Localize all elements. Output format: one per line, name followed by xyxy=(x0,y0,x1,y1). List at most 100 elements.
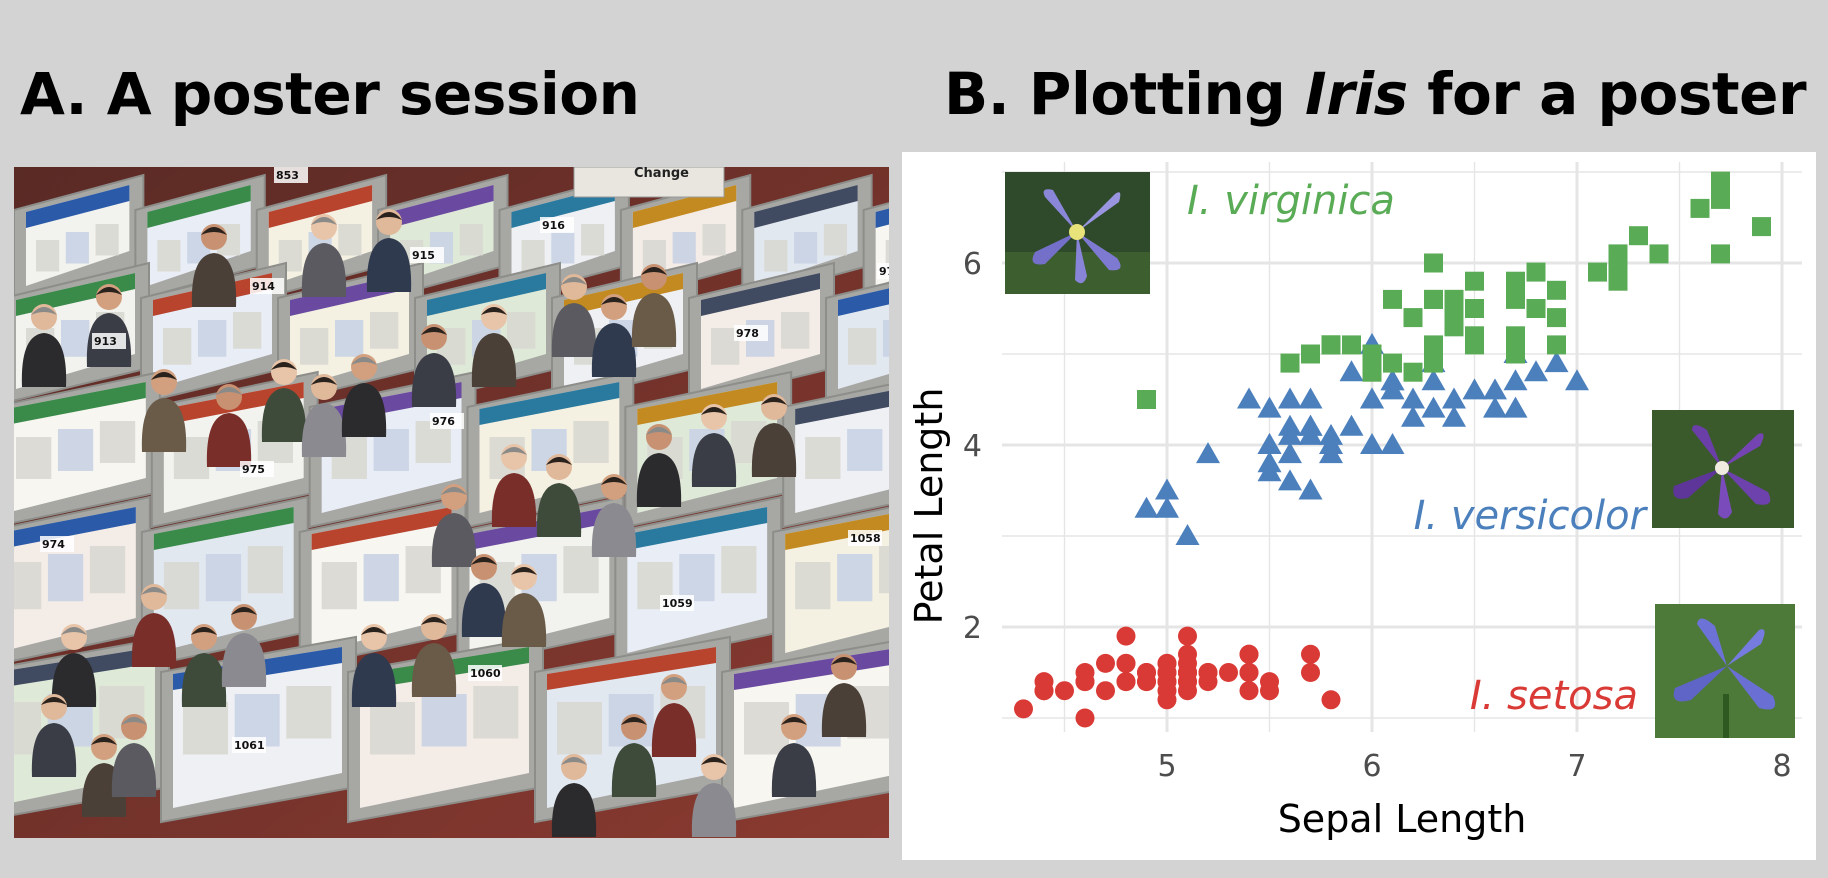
data-point xyxy=(1421,396,1446,418)
data-point xyxy=(1116,672,1136,692)
x-axis-title: Sepal Length xyxy=(1278,797,1527,841)
data-point xyxy=(1360,433,1384,454)
person xyxy=(221,604,267,687)
y-axis-ticks: 2 4 6 xyxy=(963,247,982,646)
panel-b-title-start: B. Plotting xyxy=(944,60,1306,128)
data-point xyxy=(1442,405,1466,427)
data-point xyxy=(1547,335,1566,355)
poster-session-photo: Change 853 914 915 916 913 979 978 976 975 974 105… xyxy=(14,167,889,838)
poster-board xyxy=(782,383,889,529)
person xyxy=(491,444,537,527)
data-point xyxy=(1524,360,1548,382)
data-point xyxy=(1711,189,1730,209)
person xyxy=(461,554,507,637)
y-axis-title: Petal Length xyxy=(907,388,951,625)
data-point xyxy=(1608,253,1628,273)
data-point xyxy=(1075,672,1095,692)
data-point xyxy=(1137,390,1156,409)
board-number: 1061 xyxy=(234,739,265,752)
data-point xyxy=(1424,289,1443,309)
data-point xyxy=(1444,317,1464,337)
person xyxy=(31,694,77,777)
data-point xyxy=(1424,253,1443,273)
data-point xyxy=(1424,344,1443,364)
data-point xyxy=(1155,478,1179,500)
person xyxy=(131,584,177,667)
data-point xyxy=(1547,308,1566,328)
x-tick-label: 8 xyxy=(1772,749,1791,784)
data-point xyxy=(1319,442,1343,464)
person xyxy=(141,369,187,452)
board-number-tag xyxy=(232,737,266,753)
setosa-flower-photo xyxy=(1655,604,1795,738)
data-point xyxy=(1403,308,1423,328)
data-point xyxy=(1339,414,1364,436)
data-point xyxy=(1362,362,1382,382)
data-point xyxy=(1055,681,1074,701)
board-number: 976 xyxy=(432,415,455,428)
board-number: 1058 xyxy=(850,532,881,545)
board-number: 978 xyxy=(736,327,759,340)
data-point xyxy=(1178,626,1197,646)
y-tick-label: 4 xyxy=(963,429,982,464)
x-tick-label: 7 xyxy=(1567,749,1586,784)
person xyxy=(591,474,637,557)
panel-a-title: A. A poster session xyxy=(20,60,640,128)
person xyxy=(366,209,412,292)
person xyxy=(411,614,457,697)
person xyxy=(351,624,397,707)
data-point xyxy=(1629,226,1648,246)
data-point xyxy=(1178,663,1197,682)
person xyxy=(411,324,457,407)
data-point xyxy=(1096,681,1115,701)
data-point xyxy=(1339,360,1364,382)
data-point xyxy=(1178,681,1197,701)
data-point xyxy=(1116,626,1136,646)
person xyxy=(771,714,817,797)
person xyxy=(341,354,387,437)
data-point xyxy=(1096,653,1115,673)
y-tick-label: 2 xyxy=(963,611,982,646)
data-point xyxy=(1401,405,1425,427)
data-point xyxy=(1362,344,1382,364)
data-point xyxy=(1278,442,1302,464)
data-point xyxy=(1444,289,1464,309)
poster-board xyxy=(134,173,266,302)
virginica-label: I. virginica xyxy=(1187,178,1395,224)
data-point xyxy=(1690,198,1710,218)
data-point xyxy=(1257,460,1282,482)
board-number: 853 xyxy=(276,169,299,182)
person xyxy=(631,264,677,347)
panel-b-title: B. Plotting Iris for a poster xyxy=(944,60,1807,128)
data-point xyxy=(1321,335,1341,355)
data-point xyxy=(1503,396,1528,418)
poster-board xyxy=(825,281,889,405)
board-number-tag xyxy=(410,247,444,263)
data-point xyxy=(1383,289,1402,309)
data-point xyxy=(1711,171,1730,191)
data-point xyxy=(1506,326,1525,346)
data-point xyxy=(1075,708,1095,728)
board-numbers: 853 914 915 916 913 979 978 976 975 974 1058 1059 10… xyxy=(40,167,889,753)
data-point xyxy=(1239,663,1259,682)
board-number: 914 xyxy=(252,280,275,293)
panel-b-title-italic: Iris xyxy=(1305,60,1408,128)
versicolor-flower-photo xyxy=(1652,410,1794,528)
board-number: 915 xyxy=(412,249,435,262)
data-point xyxy=(1506,271,1525,291)
versicolor-label: I. versicolor xyxy=(1414,493,1649,539)
data-point xyxy=(1465,271,1484,291)
data-point xyxy=(1465,299,1484,318)
data-point xyxy=(1401,387,1425,409)
board-number-tag xyxy=(40,536,74,552)
data-points xyxy=(1014,171,1771,728)
board-number-tag xyxy=(250,278,284,294)
data-point xyxy=(1565,369,1589,391)
person xyxy=(301,214,347,297)
x-axis-ticks: 5 6 7 8 xyxy=(1157,749,1791,784)
person xyxy=(636,424,682,507)
data-point xyxy=(1278,469,1302,491)
data-point xyxy=(1588,262,1607,282)
data-point xyxy=(1544,351,1569,373)
data-point xyxy=(1483,378,1507,400)
